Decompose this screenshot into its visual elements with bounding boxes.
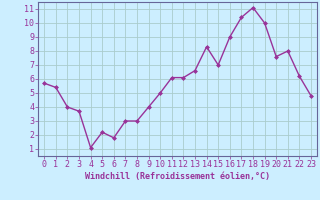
X-axis label: Windchill (Refroidissement éolien,°C): Windchill (Refroidissement éolien,°C) [85, 172, 270, 181]
